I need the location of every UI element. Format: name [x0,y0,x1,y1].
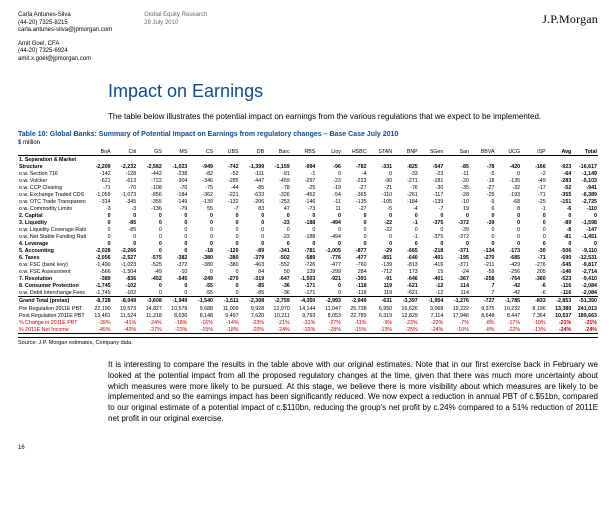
contact-name: Carla Antunes-Silva [18,12,112,20]
doc-date: 29 July 2010 [144,20,207,28]
contact-name: Amit Goel, CFA [18,41,112,49]
contact-email: amit.x.goel@jpmorgan.com [18,56,112,64]
body-paragraph: It is interesting to compare the results… [108,360,598,425]
contact-email: carla.antunes-silva@jpmorgan.com [18,27,112,35]
doc-series: Global Equity Research [144,12,207,20]
page-header: Carla Antunes-Silva (44-20) 7325-8215 ca… [18,12,598,63]
intro-text: The table below illustrates the potentia… [108,112,598,121]
contact-phone: (44-20) 7325-8215 [18,20,112,28]
doc-meta: Global Equity Research 29 July 2010 [144,12,207,63]
contact-1: Carla Antunes-Silva (44-20) 7325-8215 ca… [18,12,112,35]
contact-2: Amit Goel, CFA (44-20) 7325-6924 amit.x.… [18,41,112,64]
table-source: Source: J.P. Morgan estimates, Company d… [18,337,598,346]
table-title: Table 10: Global Banks: Summary of Poten… [18,131,598,138]
logo: J.P.Morgan [542,12,598,63]
earnings-table: BoACitiGSMSCSUBSDBBarcRBSLloyHSBCSTANBNP… [18,148,598,334]
page-number: 16 [18,445,598,451]
page-title: Impact on Earnings [108,81,598,102]
contact-phone: (44-20) 7325-6924 [18,48,112,56]
table-unit: $ million [18,140,598,146]
